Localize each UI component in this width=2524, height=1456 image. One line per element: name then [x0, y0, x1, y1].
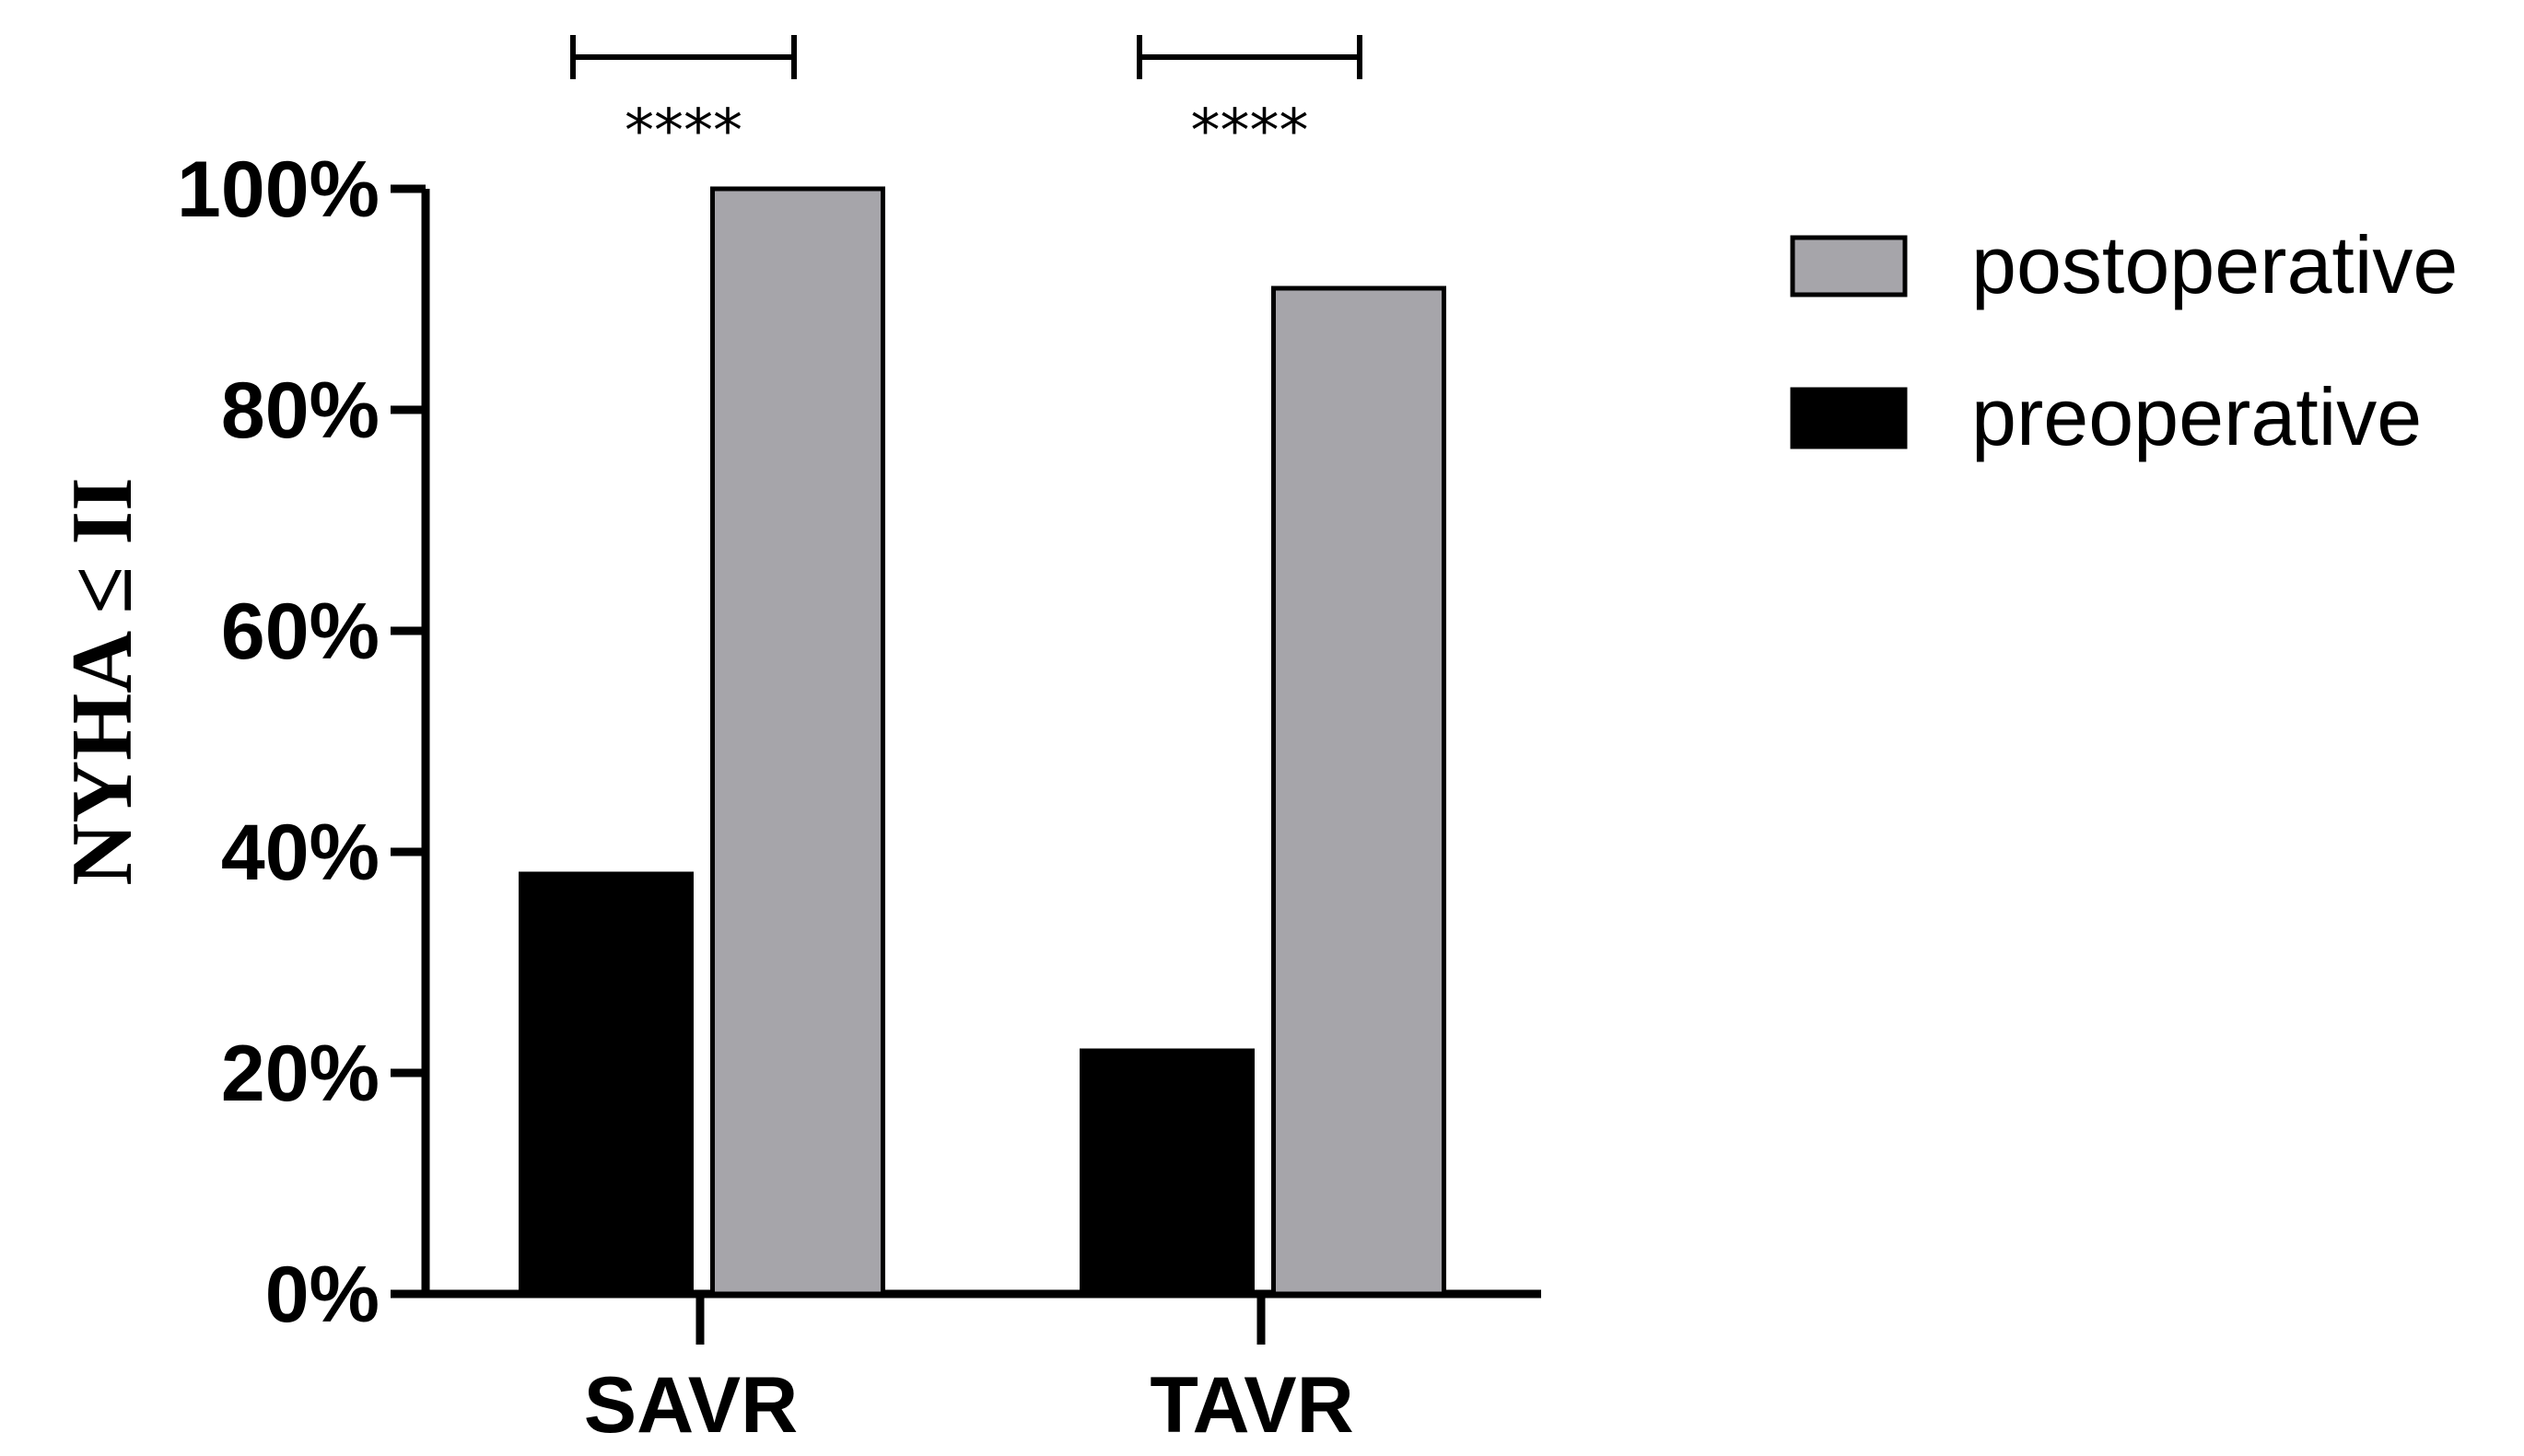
y-tick-label: 20% — [221, 1030, 380, 1118]
y-tick-label: 100% — [177, 146, 380, 234]
significance-annotations: **** **** — [570, 35, 1362, 166]
y-tick-label: 60% — [221, 588, 380, 676]
y-tick-label: 0% — [265, 1251, 380, 1339]
y-ticks: 0% 20% 40% 60% 80% 100% — [177, 146, 426, 1339]
bar-savr-preoperative — [519, 871, 694, 1297]
x-tick-label-savr: SAVR — [584, 1361, 799, 1450]
legend-label-preoperative: preoperative — [1971, 371, 2422, 462]
x-ticks: SAVR TAVR — [584, 1294, 1354, 1450]
legend: postoperative preoperative — [1790, 219, 2458, 462]
bar-tavr-preoperative — [1080, 1048, 1255, 1297]
legend-swatch-preoperative — [1790, 387, 1908, 449]
bar-tavr-postoperative — [1271, 285, 1446, 1297]
x-tick-label-tavr: TAVR — [1150, 1361, 1353, 1450]
bar-savr-postoperative — [710, 186, 885, 1297]
y-tick-label: 80% — [221, 367, 380, 455]
bars — [519, 186, 1446, 1297]
significance-label-savr: **** — [625, 98, 742, 166]
y-axis-label: NYHA ≤ II — [54, 477, 150, 885]
significance-label-tavr: **** — [1191, 98, 1309, 166]
legend-label-postoperative: postoperative — [1971, 219, 2458, 310]
y-tick-label: 40% — [221, 809, 380, 897]
legend-swatch-postoperative — [1790, 235, 1908, 297]
